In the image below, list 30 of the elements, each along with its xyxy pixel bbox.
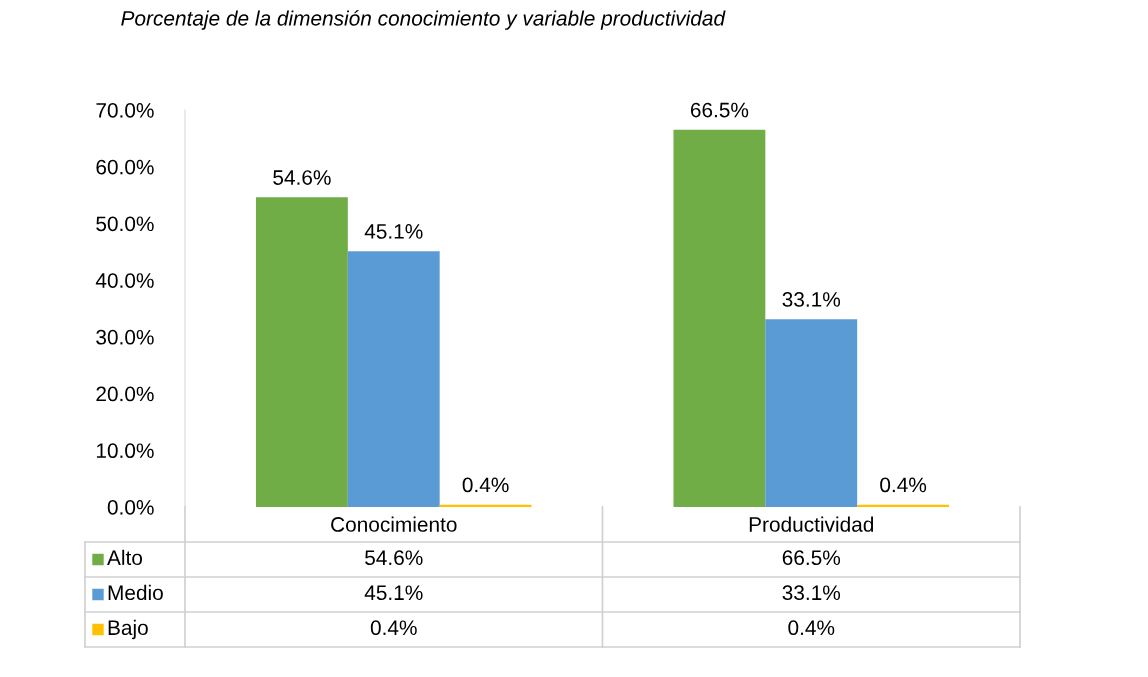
text: 54.6% [273, 170, 331, 185]
y-tick-label: 20.0% [96, 386, 154, 402]
x-tick-label: Conocimiento [331, 516, 457, 532]
data-label: 0.4% [370, 620, 417, 636]
data-label: 0.4% [788, 620, 835, 636]
y-tick-label: 30.0% [96, 329, 154, 345]
text: 66.5% [690, 102, 749, 118]
bar [673, 129, 766, 507]
y-tick-label: 40.0% [95, 273, 154, 288]
data-label: 66.5% [782, 550, 841, 566]
y-tick-label: 0.0% [107, 500, 154, 515]
legend-label: Alto [107, 549, 143, 566]
legend-label: Medio [108, 584, 163, 601]
chart-title: Porcentaje de la dimensión conocimiento y variable productividad [121, 10, 726, 30]
y-tick-label: 70.0% [96, 103, 154, 118]
data-label: 45.1% [364, 585, 423, 601]
data-label: 54.6% [365, 550, 423, 566]
bar [255, 197, 348, 507]
bar [347, 251, 440, 507]
y-tick-label: 10.0% [96, 443, 154, 459]
text: 45.1% [364, 224, 423, 239]
text: 0.4% [462, 477, 509, 493]
x-tick-label: Productividad [749, 516, 874, 532]
data-label: 33.1% [782, 585, 841, 601]
legend-label: Bajo [108, 619, 148, 640]
y-tick-label: 60.0% [96, 159, 154, 175]
y-tick-label: 50.0% [96, 216, 154, 232]
text: 0.4% [880, 477, 927, 493]
bar [765, 319, 858, 507]
text: 33.1% [782, 292, 841, 307]
